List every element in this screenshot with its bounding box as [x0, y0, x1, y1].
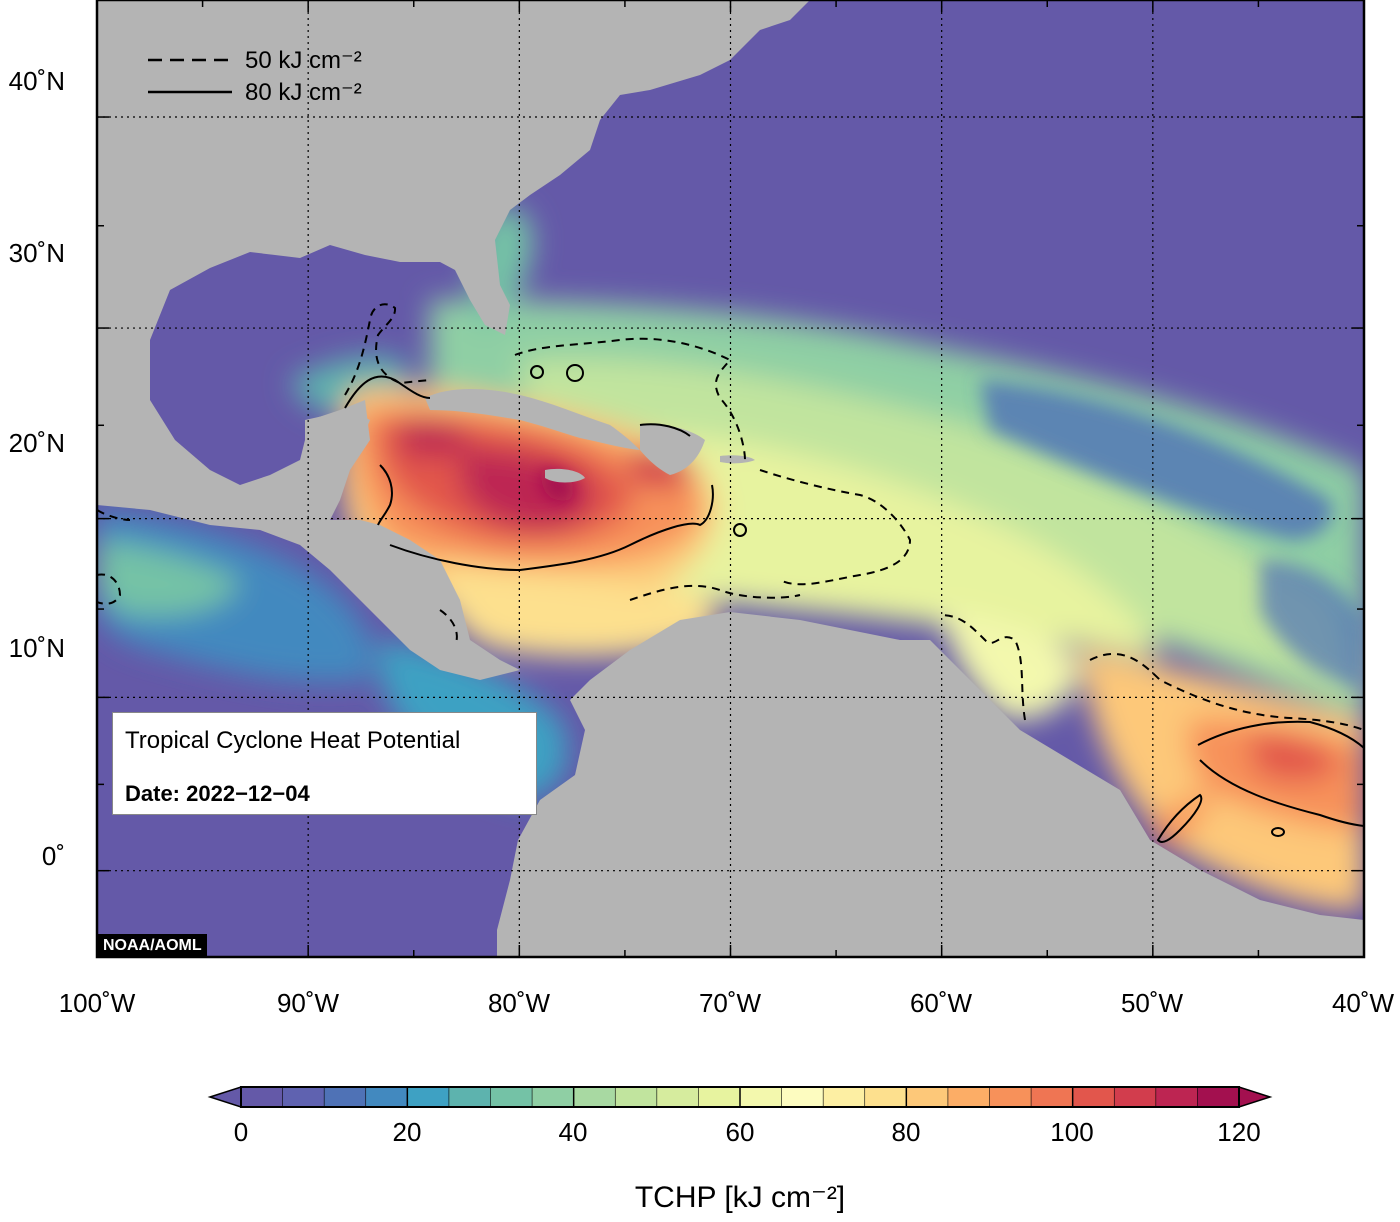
hispaniola-island: [640, 424, 705, 475]
lon-label-70w: 70˚W: [699, 988, 762, 1018]
contour-50-antilles: [759, 469, 912, 586]
colorbar-tick-60: 60: [726, 1117, 755, 1147]
yucatan-gulf-coast: [305, 410, 370, 460]
colorbar-cell: [490, 1087, 533, 1107]
colorbar-cell: [698, 1087, 741, 1107]
puerto-rico-island: [720, 455, 755, 464]
map-gridlines: [97, 0, 1364, 957]
colorbar-cell: [1031, 1087, 1074, 1107]
contour-50-caribbean: [344, 303, 431, 396]
colorbar-cell: [1114, 1087, 1157, 1107]
lon-label-100w: 100˚W: [59, 988, 136, 1018]
lat-label-30n: 30˚N: [9, 238, 65, 268]
colorbar-tick-labels: 0 20 40 60 80 100 120: [234, 1117, 1261, 1147]
colorbar-cell: [1197, 1087, 1240, 1107]
info-box-date: Date: 2022−12−04: [125, 781, 310, 806]
colorbar-cell: [615, 1087, 658, 1107]
legend-solid-label: 80 kJ cm⁻²: [245, 79, 362, 106]
contour-80-caribbean: [344, 375, 714, 572]
lat-label-10n: 10˚N: [9, 633, 65, 663]
lon-label-60w: 60˚W: [910, 988, 973, 1018]
contour-legend: 50 kJ cm⁻² 80 kJ cm⁻²: [148, 47, 362, 106]
lon-label-50w: 50˚W: [1121, 988, 1184, 1018]
colorbar-cell: [448, 1087, 491, 1107]
contour-50-pacific-small: [97, 573, 122, 605]
lon-label-90w: 90˚W: [277, 988, 340, 1018]
colorbar-cell: [241, 1087, 284, 1107]
colorbar-cell: [864, 1087, 907, 1107]
credit-label: NOAA/AOML: [98, 934, 207, 958]
contour-50-west-pacific: [97, 509, 131, 521]
contour-80-spot-b: [566, 364, 584, 382]
colorbar-cell: [573, 1087, 616, 1107]
colorbar-cell: [407, 1087, 450, 1107]
colorbar-max-arrow: [1238, 1085, 1273, 1109]
colorbar-cell: [532, 1087, 575, 1107]
colorbar: 0 20 40 60 80 100 120 TCHP [kJ cm⁻²]: [207, 1085, 1273, 1214]
north-america-land: [97, 0, 810, 680]
lon-label-80w: 80˚W: [488, 988, 551, 1018]
tchp-contours: [97, 303, 1364, 843]
latitude-labels: 40˚N 30˚N 20˚N 10˚N 0˚: [9, 66, 65, 871]
jamaica-island: [545, 468, 585, 483]
colorbar-tick-100: 100: [1050, 1117, 1093, 1147]
map-panel: [97, 0, 1364, 957]
colorbar-cell: [1155, 1087, 1198, 1107]
colorbar-cell: [823, 1087, 866, 1107]
contour-80-spot-c: [733, 523, 747, 537]
contour-50-bahamas: [514, 337, 746, 461]
lat-label-40n: 40˚N: [9, 66, 65, 96]
colorbar-tick-80: 80: [892, 1117, 921, 1147]
contour-80-spot-a: [530, 365, 544, 379]
colorbar-cell: [1072, 1087, 1115, 1107]
colorbar-tick-0: 0: [234, 1117, 248, 1147]
contour-80-spot-d: [1271, 827, 1285, 837]
contour-80-atlantic-inner: [1156, 793, 1203, 843]
colorbar-cell: [282, 1087, 325, 1107]
colorbar-tick-120: 120: [1217, 1117, 1260, 1147]
cuba-island: [425, 389, 640, 450]
colorbar-cell: [740, 1087, 783, 1107]
contour-80-atlantic: [1197, 720, 1364, 827]
colorbar-cell: [989, 1087, 1032, 1107]
colorbar-cells: [241, 1087, 1240, 1107]
colorbar-cell: [656, 1087, 699, 1107]
colorbar-tick-20: 20: [393, 1117, 422, 1147]
colorbar-tick-40: 40: [559, 1117, 588, 1147]
lon-label-40w: 40˚W: [1332, 988, 1395, 1018]
colorbar-cell: [365, 1087, 408, 1107]
longitude-labels: 100˚W 90˚W 80˚W 70˚W 60˚W 50˚W 40˚W: [59, 988, 1395, 1018]
colorbar-ticks: [282, 1087, 1198, 1107]
info-box-title: Tropical Cyclone Heat Potential: [125, 727, 461, 754]
colorbar-cell: [781, 1087, 824, 1107]
colorbar-label: TCHP [kJ cm⁻²]: [635, 1181, 845, 1214]
legend-dashed-label: 50 kJ cm⁻²: [245, 47, 362, 74]
lat-label-0: 0˚: [42, 841, 65, 871]
colorbar-cell: [947, 1087, 990, 1107]
colorbar-cell: [324, 1087, 367, 1107]
lat-label-20n: 20˚N: [9, 428, 65, 458]
colorbar-min-arrow: [207, 1085, 242, 1109]
contour-50-gulf-of-honduras: [439, 609, 458, 646]
colorbar-cell: [906, 1087, 949, 1107]
info-box: Tropical Cyclone Heat Potential Date: 20…: [112, 712, 537, 815]
contour-50-southcarib: [629, 584, 801, 601]
contour-50-atlantic: [939, 614, 1364, 731]
